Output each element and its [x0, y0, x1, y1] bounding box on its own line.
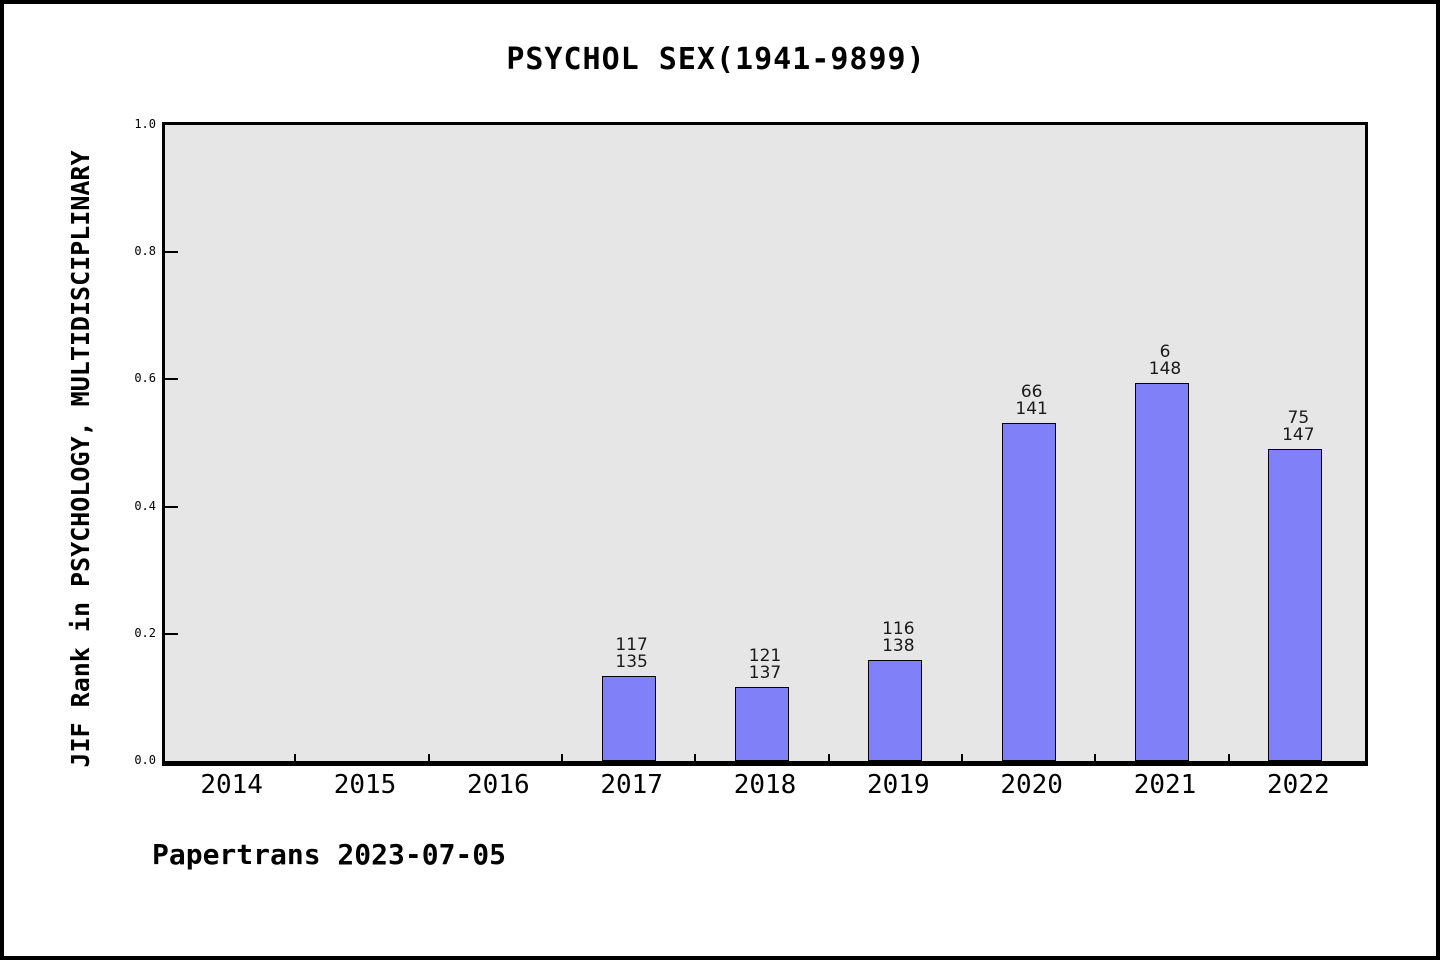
x-axis-tick — [1094, 754, 1097, 761]
x-tick-label-2019: 2019 — [867, 770, 930, 800]
bar-value-label-2022: 75 147 — [1282, 408, 1315, 446]
x-axis-tick — [827, 754, 830, 761]
bar-value-label-2020: 66 141 — [1015, 381, 1048, 419]
y-axis-tick — [165, 505, 178, 508]
y-tick-label-0.6: 0.6 — [134, 371, 156, 386]
x-tick-label-2018: 2018 — [733, 770, 797, 800]
x-tick-label-2017: 2017 — [600, 770, 663, 800]
x-tick-label-2014: 2014 — [200, 770, 263, 800]
y-axis-label: JIF Rank in PSYCHOLOGY, MULTIDISCIPLINAR… — [66, 150, 95, 768]
x-tick-label-2015: 2015 — [333, 770, 397, 800]
x-axis-tick — [961, 754, 963, 761]
bar-value-label-2021: 6 148 — [1148, 342, 1182, 380]
bar-value-label-2017: 117 135 — [615, 635, 648, 673]
plot-area — [162, 122, 1368, 766]
bar-2019 — [868, 659, 923, 761]
bar-2022 — [1268, 449, 1323, 761]
bar-2021 — [1135, 383, 1189, 761]
x-tick-label-2016: 2016 — [467, 770, 530, 800]
x-axis-tick — [294, 754, 297, 761]
y-tick-label-0.2: 0.2 — [134, 625, 156, 640]
bar-value-label-2019: 116 138 — [882, 618, 915, 656]
watermark-text: Papertrans 2023-07-05 — [152, 838, 507, 871]
x-tick-label-2020: 2020 — [1000, 770, 1063, 800]
x-axis-tick — [561, 754, 563, 761]
x-axis-tick — [427, 754, 430, 761]
y-tick-label-0.4: 0.4 — [134, 498, 156, 513]
y-axis-tick — [165, 378, 178, 381]
x-tick-label-2021: 2021 — [1133, 770, 1197, 800]
bar-2017 — [601, 676, 656, 761]
bar-2018 — [735, 686, 789, 761]
x-tick-label-2022: 2022 — [1267, 770, 1330, 800]
bar-2020 — [1001, 422, 1056, 761]
x-axis-tick — [694, 754, 697, 761]
y-axis-tick — [165, 251, 178, 254]
y-tick-label-0.0: 0.0 — [134, 753, 156, 767]
y-tick-label-0.8: 0.8 — [134, 244, 156, 259]
bar-value-label-2018: 121 137 — [748, 645, 782, 683]
y-axis-tick — [165, 632, 178, 635]
y-tick-label-1.0: 1.0 — [134, 117, 156, 131]
x-axis-tick — [1227, 754, 1230, 761]
chart-title: PSYCHOL SEX(1941-9899) — [506, 42, 926, 77]
